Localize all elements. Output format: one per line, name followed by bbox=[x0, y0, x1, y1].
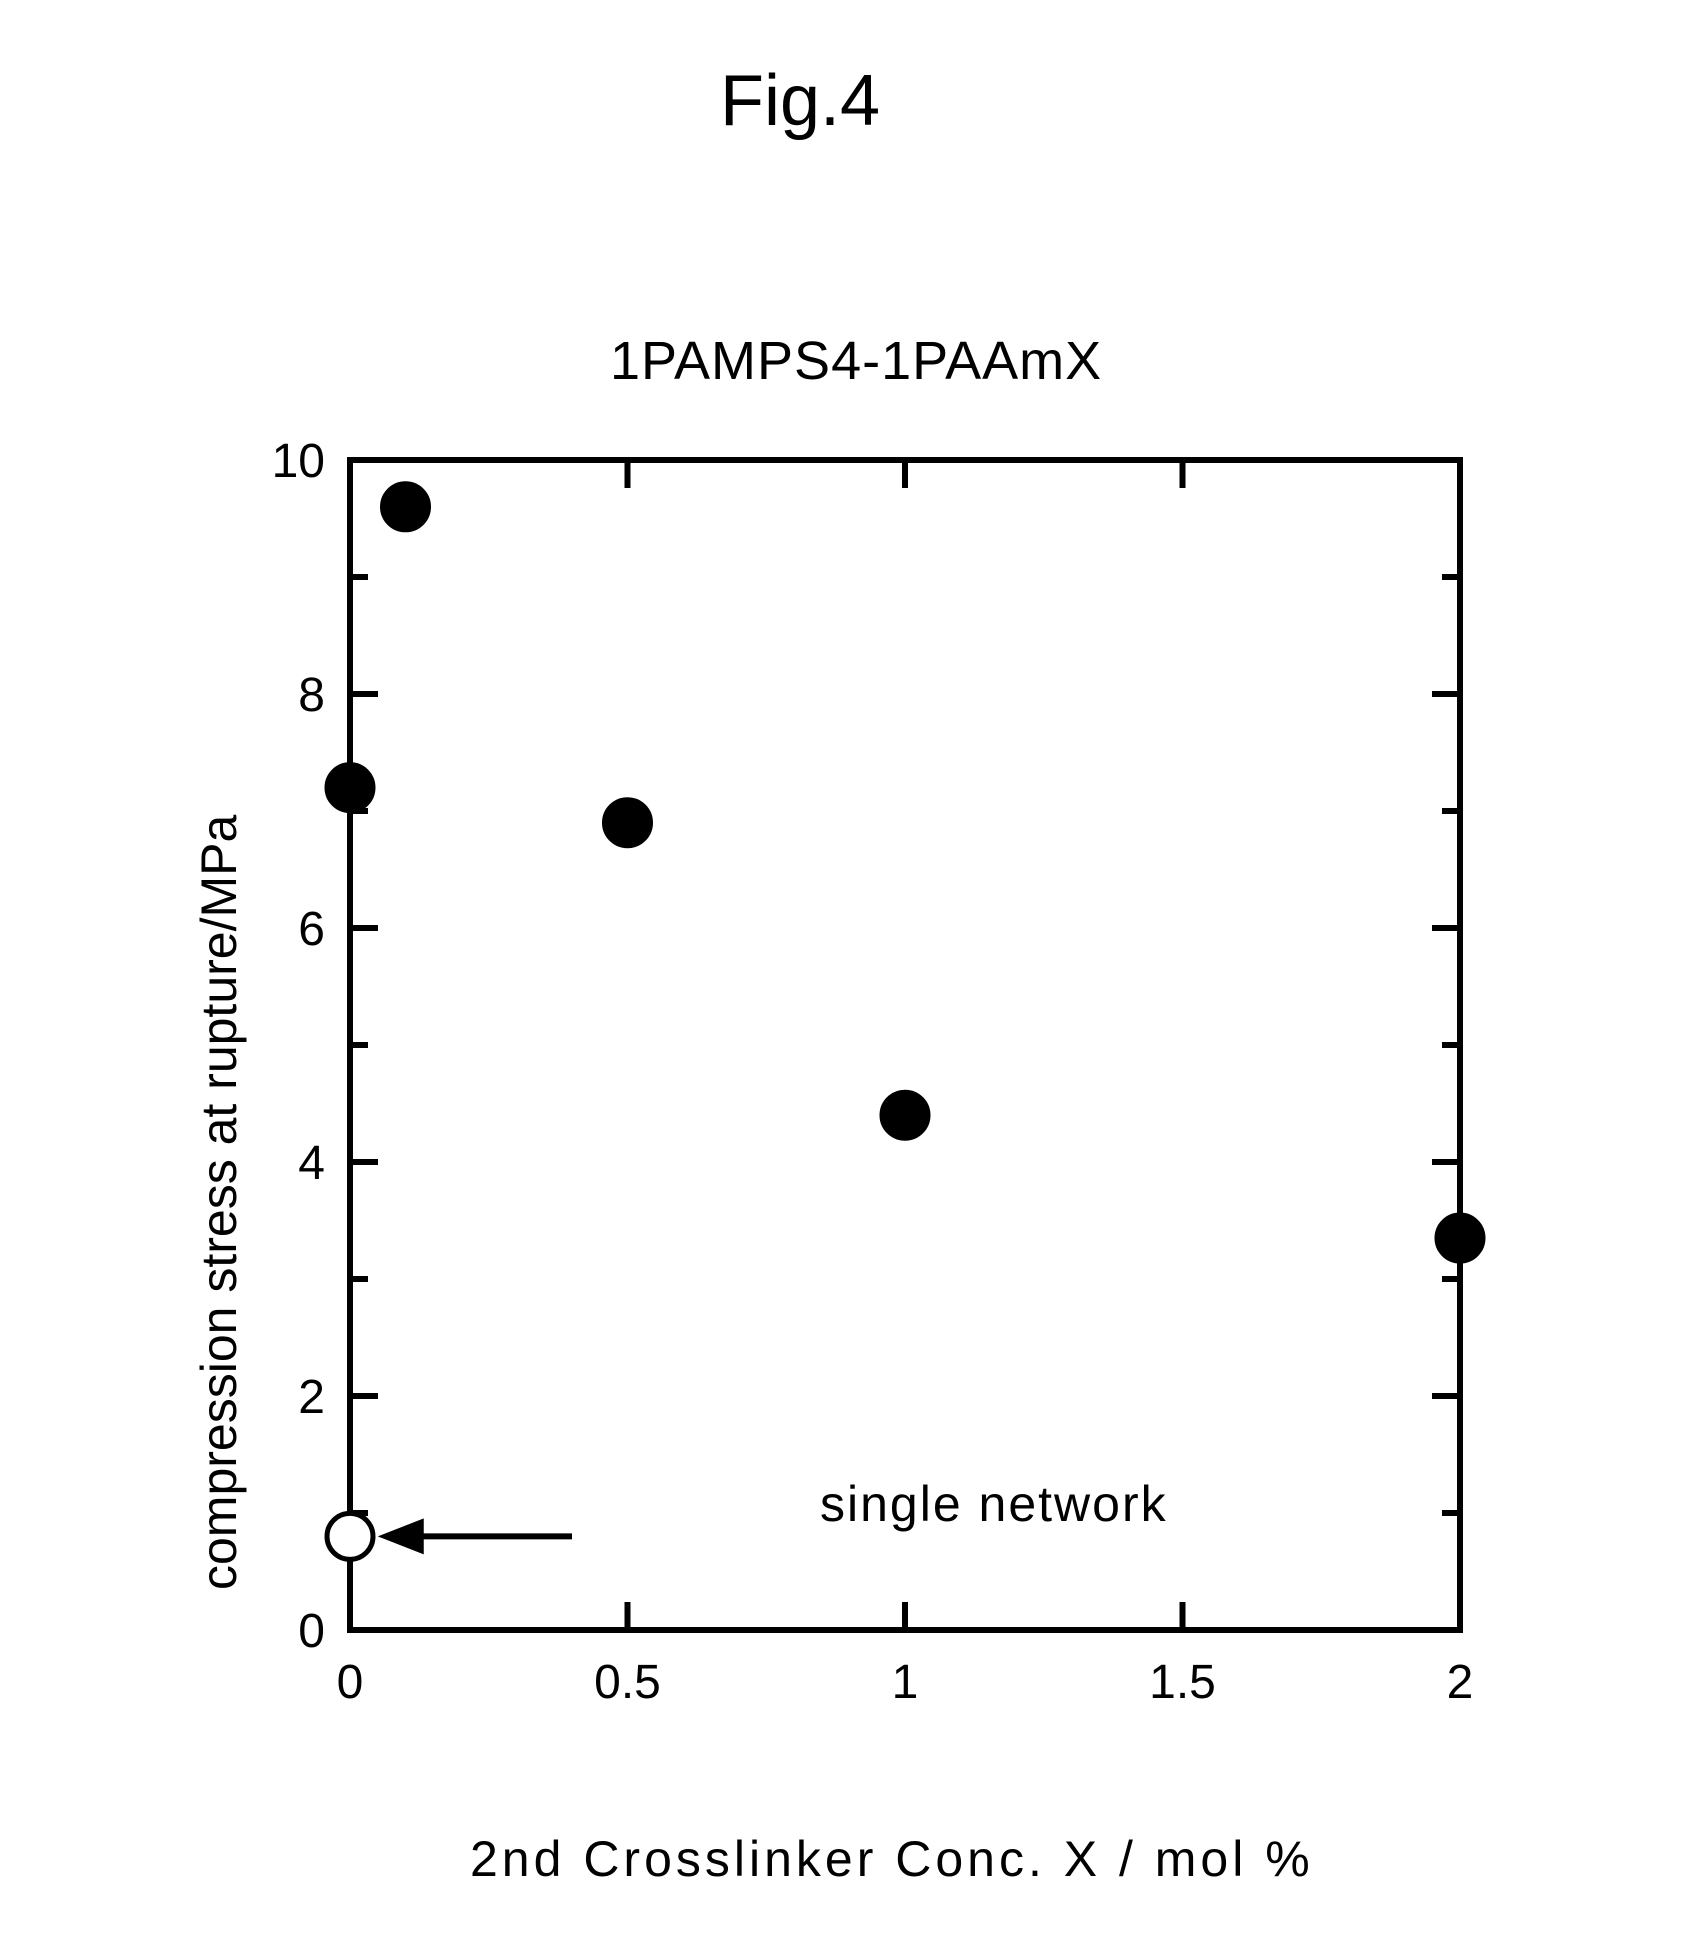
tick-label: 0.5 bbox=[594, 1655, 661, 1710]
tick-label: 2 bbox=[1447, 1655, 1474, 1710]
tick-label: 1 bbox=[892, 1655, 919, 1710]
x-axis-label: 2nd Crosslinker Conc. X / mol % bbox=[470, 1830, 1314, 1888]
figure-caption: Fig.4 bbox=[720, 60, 880, 142]
tick-label: 0 bbox=[298, 1604, 325, 1659]
tick-label: 2 bbox=[298, 1370, 325, 1425]
figure-page: { "figure": { "caption": "Fig.4", "capti… bbox=[0, 0, 1700, 1957]
tick-label: 6 bbox=[298, 902, 325, 957]
y-axis-label: compression stress at rupture/MPa bbox=[190, 815, 248, 1590]
tick-label: 8 bbox=[298, 668, 325, 723]
tick-label: 0 bbox=[337, 1655, 364, 1710]
tick-label: 4 bbox=[298, 1136, 325, 1191]
scatter-plot bbox=[270, 380, 1540, 1710]
tick-label: 10 bbox=[272, 434, 325, 489]
tick-label: 1.5 bbox=[1149, 1655, 1216, 1710]
